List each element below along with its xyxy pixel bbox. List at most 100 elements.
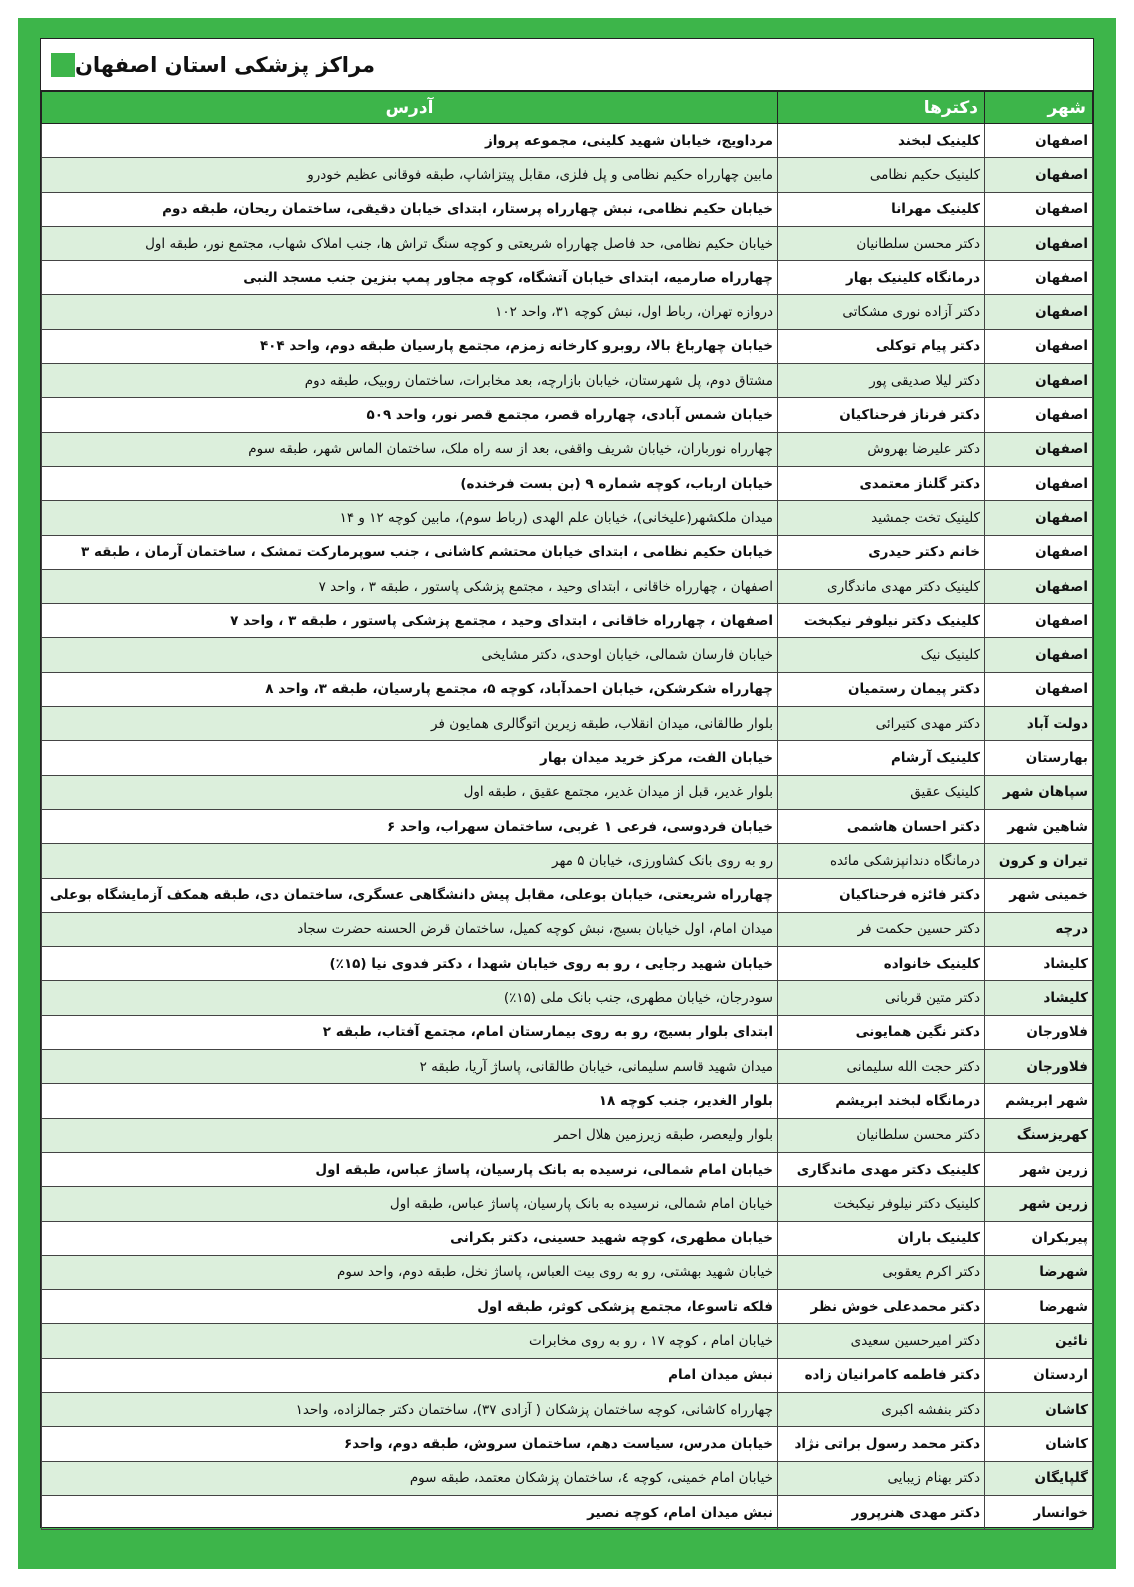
- city-cell: زرین شهر: [984, 1186, 1093, 1222]
- address-cell: خیابان شهید بهشتی، رو به روی بیت العباس،…: [41, 1254, 778, 1291]
- doctor-cell: دکتر امیرحسین سعیدی: [777, 1323, 985, 1359]
- table-row: اردستان دکتر فاطمه کامرانیان زاده نبش میدا…: [41, 1357, 1093, 1393]
- city-cell: اصفهان: [984, 397, 1093, 433]
- doctor-cell: دکتر بنفشه اکبری: [777, 1391, 985, 1428]
- table-row: اصفهان کلینیک لبخند مرداویج، خیابان شهید ک…: [41, 122, 1093, 159]
- table-row: بهارستان کلینیک آرشام خیابان الفت، مرکز خر…: [41, 740, 1093, 776]
- table-row: اصفهان دکتر فرناز فرحناکیان خیابان شمس آبا…: [41, 397, 1093, 433]
- table-row: اصفهان دکتر محسن سلطانیان خیابان حکیم نظام…: [41, 225, 1093, 262]
- doctor-cell: درمانگاه دندانپزشکی مائده: [777, 843, 985, 879]
- header-address: آدرس: [41, 91, 778, 124]
- doctor-cell: دکتر گلناز معتمدی: [777, 465, 985, 502]
- doctor-cell: دکتر آزاده نوری مشکاتی: [777, 294, 985, 330]
- city-cell: سپاهان شهر: [984, 774, 1093, 810]
- doctor-cell: کلینیک تخت جمشید: [777, 500, 985, 536]
- table-row: اصفهان دکتر آزاده نوری مشکاتی دروازه تهران…: [41, 294, 1093, 330]
- table-row: خمینی شهر دکتر فائزه فرحناکیان چهارراه شری…: [41, 877, 1093, 913]
- table-row: دولت آباد دکتر مهدی کتیرائی بلوار طالقانی،…: [41, 706, 1093, 742]
- doctor-cell: درمانگاه لبخند ابریشم: [777, 1083, 985, 1119]
- city-cell: اصفهان: [984, 465, 1093, 502]
- table-row: اصفهان دکتر پیام توکلی خیابان چهارباغ بالا…: [41, 328, 1093, 365]
- doctor-cell: دکتر متین قربانی: [777, 980, 985, 1016]
- doctor-cell: دکتر اکرم یعقوبی: [777, 1254, 985, 1291]
- doctor-cell: دکتر فائزه فرحناکیان: [777, 877, 985, 913]
- address-cell: خیابان شمس آبادی، چهارراه قصر، مجتمع قصر…: [41, 397, 778, 433]
- address-cell: سودرجان، خیابان مطهری، جنب بانک ملی (۱۵٪…: [41, 980, 778, 1016]
- table-row: اصفهان دکتر گلناز معتمدی خیابان ارباب، کوچ…: [41, 465, 1093, 502]
- doctor-cell: دکتر محسن سلطانیان: [777, 1117, 985, 1153]
- green-square-icon: [51, 52, 75, 77]
- city-cell: کلیشاد: [984, 946, 1093, 982]
- table-row: شهرضا دکتر اکرم یعقوبی خیابان شهید بهشتی، …: [41, 1254, 1093, 1291]
- doctor-cell: دکتر محسن سلطانیان: [777, 225, 985, 262]
- doctor-cell: دکتر لیلا صدیقی پور: [777, 363, 985, 399]
- city-cell: اصفهان: [984, 191, 1093, 227]
- doctor-cell: دکتر علیرضا بهروش: [777, 431, 985, 467]
- city-cell: اصفهان: [984, 568, 1093, 605]
- address-cell: بلوار الغدیر، جنب کوچه ۱۸: [41, 1083, 778, 1119]
- table-row: تیران و کرون درمانگاه دندانپزشکی مائده رو …: [41, 843, 1093, 879]
- table-row: پیربکران کلینیک باران خیابان مطهری، کوچه ش…: [41, 1220, 1093, 1256]
- table-row: نائین دکتر امیرحسین سعیدی خیابان امام ، کو…: [41, 1323, 1093, 1359]
- address-cell: خیابان امام شمالی، نرسیده به بانک پارسیا…: [41, 1186, 778, 1222]
- doctor-cell: دکتر مهدی کتیرائی: [777, 706, 985, 742]
- address-cell: اصفهان ، چهارراه خاقانی ، ابتدای وحید ، …: [41, 568, 778, 605]
- city-cell: بهارستان: [984, 740, 1093, 776]
- table-row: اصفهان کلینیک مهرانا خیابان حکیم نظامی، نب…: [41, 191, 1093, 227]
- city-cell: اصفهان: [984, 637, 1093, 673]
- table-row: اصفهان درمانگاه کلینیک بهار چهارراه صارمیه…: [41, 260, 1093, 296]
- address-cell: دروازه تهران، رباط اول، نبش کوچه ۳۱، واح…: [41, 294, 778, 330]
- city-cell: کاشان: [984, 1391, 1093, 1428]
- address-cell: مابین چهارراه حکیم نظامی و پل فلزی، مقاب…: [41, 157, 778, 193]
- address-cell: مرداویج، خیابان شهید کلینی، مجموعه پرواز: [41, 122, 778, 159]
- doctor-cell: دکتر فاطمه کامرانیان زاده: [777, 1357, 985, 1393]
- doctor-cell: کلینیک مهرانا: [777, 191, 985, 227]
- city-cell: خوانسار: [984, 1494, 1093, 1531]
- city-cell: پیربکران: [984, 1220, 1093, 1256]
- address-cell: فلکه تاسوعا، مجتمع پزشکی کوثر، طبقه اول: [41, 1289, 778, 1325]
- address-cell: خیابان مدرس، سیاست دهم، ساختمان سروش، طب…: [41, 1426, 778, 1462]
- address-cell: میدان امام، اول خیابان بسیج، نبش کوچه کم…: [41, 911, 778, 948]
- city-cell: اصفهان: [984, 122, 1093, 159]
- address-cell: اصفهان ، چهارراه خاقانی ، ابتدای وحید ، …: [41, 603, 778, 639]
- address-cell: خیابان امام شمالی، نرسیده به بانک پارسیا…: [41, 1151, 778, 1188]
- table-row: اصفهان کلینیک حکیم نظامی مابین چهارراه حکی…: [41, 157, 1093, 193]
- header-doctors: دکترها: [777, 91, 985, 124]
- table-row: درچه دکتر حسین حکمت فر میدان امام، اول خیا…: [41, 911, 1093, 948]
- doctor-cell: کلینیک خانواده: [777, 946, 985, 982]
- address-cell: میدان شهید قاسم سلیمانی، خیابان طالقانی،…: [41, 1049, 778, 1085]
- city-cell: کهریزسنگ: [984, 1117, 1093, 1153]
- table-row: اصفهان دکتر علیرضا بهروش چهارراه نورباران،…: [41, 431, 1093, 467]
- title-bar: مراکز پزشکی استان اصفهان: [41, 39, 1093, 91]
- address-cell: خیابان فارسان شمالی، خیابان اوحدی، دکتر …: [41, 637, 778, 673]
- page-title: مراکز پزشکی استان اصفهان: [75, 52, 376, 77]
- doctor-cell: کلینیک دکتر نیلوفر نیکبخت: [777, 1186, 985, 1222]
- doctor-cell: کلینیک لبخند: [777, 122, 985, 159]
- city-cell: اصفهان: [984, 363, 1093, 399]
- doctor-cell: دکتر مهدی هنرپرور: [777, 1494, 985, 1531]
- table-row: اصفهان دکتر لیلا صدیقی پور مشتاق دوم، پل ش…: [41, 363, 1093, 399]
- address-cell: خیابان چهارباغ بالا، روبرو کارخانه زمزم،…: [41, 328, 778, 365]
- city-cell: اصفهان: [984, 603, 1093, 639]
- address-cell: چهارراه شکرشکن، خیابان احمدآباد، کوچه ۵،…: [41, 671, 778, 708]
- table-row: شهرضا دکتر محمدعلی خوش نظر فلکه تاسوعا، مج…: [41, 1289, 1093, 1325]
- address-cell: بلوار طالقانی، میدان انقلاب، طبقه زیرین …: [41, 706, 778, 742]
- city-cell: اصفهان: [984, 225, 1093, 262]
- doctor-cell: کلینیک باران: [777, 1220, 985, 1256]
- address-cell: خیابان حکیم نظامی، نبش چهارراه پرستار، ا…: [41, 191, 778, 227]
- address-cell: ابتدای بلوار بسیج، رو به روی بیمارستان ا…: [41, 1014, 778, 1051]
- table-row: شاهین شهر دکتر احسان هاشمی خیابان فردوسی، …: [41, 808, 1093, 845]
- doctor-cell: کلینیک حکیم نظامی: [777, 157, 985, 193]
- doctor-cell: کلینیک دکتر مهدی ماندگاری: [777, 568, 985, 605]
- city-cell: اصفهان: [984, 500, 1093, 536]
- table-row: اصفهان کلینیک دکتر مهدی ماندگاری اصفهان ، …: [41, 568, 1093, 605]
- city-cell: شهرضا: [984, 1254, 1093, 1291]
- doctor-cell: دکتر پیام توکلی: [777, 328, 985, 365]
- city-cell: اصفهان: [984, 328, 1093, 365]
- city-cell: اصفهان: [984, 534, 1093, 570]
- table-row: کهریزسنگ دکتر محسن سلطانیان بلوار ولیعصر، …: [41, 1117, 1093, 1153]
- city-cell: کلیشاد: [984, 980, 1093, 1016]
- city-cell: فلاورجان: [984, 1014, 1093, 1051]
- address-cell: خیابان مطهری، کوچه شهید حسینی، دکتر بکرا…: [41, 1220, 778, 1256]
- table-row: کلیشاد دکتر متین قربانی سودرجان، خیابان مط…: [41, 980, 1093, 1016]
